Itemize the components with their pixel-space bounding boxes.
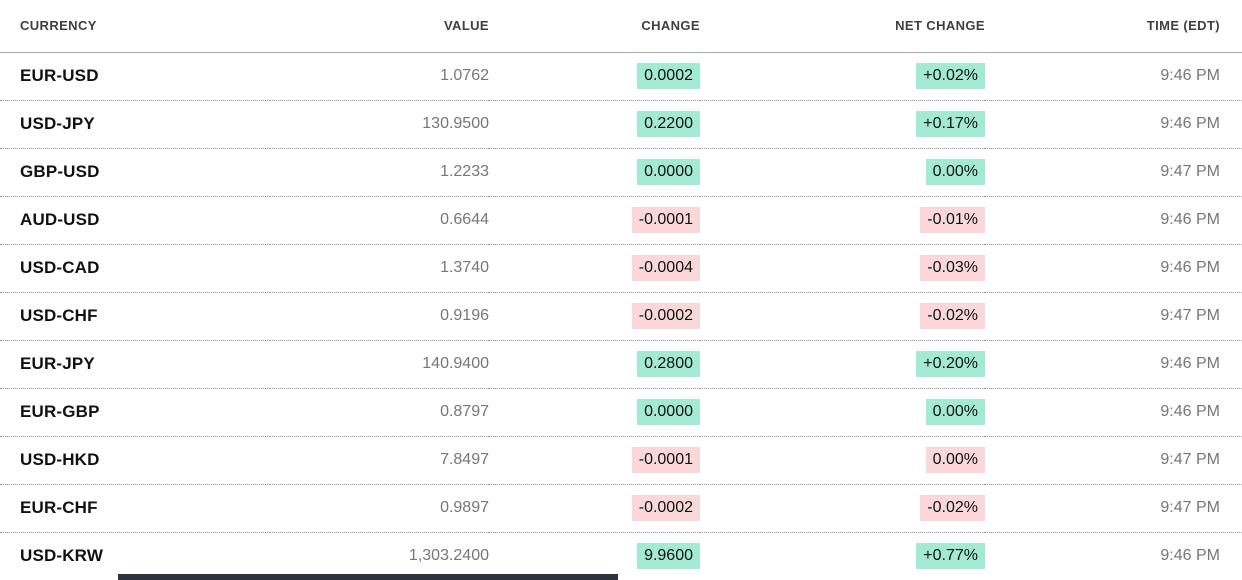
table-row: USD-CAD 1.3740 -0.0004 -0.03% 9:46 PM	[0, 244, 1242, 293]
change-cell: -0.0001	[489, 196, 700, 245]
table-row: EUR-GBP 0.8797 0.0000 0.00% 9:46 PM	[0, 388, 1242, 437]
value-cell: 0.9196	[270, 292, 489, 341]
currency-pair-link[interactable]: EUR-USD	[0, 52, 270, 101]
column-header-value: VALUE	[270, 0, 489, 53]
table-row: USD-CHF 0.9196 -0.0002 -0.02% 9:47 PM	[0, 292, 1242, 341]
currency-pair-link[interactable]: USD-CHF	[0, 292, 270, 341]
currency-pair-link[interactable]: EUR-JPY	[0, 340, 270, 389]
value-cell: 0.9897	[270, 484, 489, 533]
column-header-net-change: NET CHANGE	[700, 0, 985, 53]
currency-pair-link[interactable]: EUR-GBP	[0, 388, 270, 437]
value-cell: 0.8797	[270, 388, 489, 437]
currency-pair-link[interactable]: GBP-USD	[0, 148, 270, 197]
change-cell: 0.2200	[489, 100, 700, 149]
net-change-cell: +0.20%	[700, 340, 985, 389]
table-row: AUD-USD 0.6644 -0.0001 -0.01% 9:46 PM	[0, 196, 1242, 245]
time-cell: 9:47 PM	[985, 292, 1242, 341]
net-change-badge: -0.02%	[920, 494, 985, 522]
change-cell: 0.0000	[489, 148, 700, 197]
change-badge: 0.0000	[637, 158, 700, 186]
change-cell: 0.0002	[489, 52, 700, 101]
change-badge: 0.2800	[637, 350, 700, 378]
change-cell: -0.0002	[489, 292, 700, 341]
change-cell: 0.0000	[489, 388, 700, 437]
change-badge: 9.9600	[637, 542, 700, 570]
change-badge: -0.0002	[631, 494, 700, 522]
net-change-badge: +0.02%	[916, 62, 985, 90]
change-cell: -0.0002	[489, 484, 700, 533]
change-badge: -0.0001	[631, 446, 700, 474]
net-change-cell: +0.77%	[700, 532, 985, 580]
time-cell: 9:46 PM	[985, 244, 1242, 293]
currency-pair-link[interactable]: USD-HKD	[0, 436, 270, 485]
net-change-badge: 0.00%	[925, 446, 985, 474]
net-change-badge: -0.03%	[920, 254, 985, 282]
net-change-cell: -0.02%	[700, 292, 985, 341]
bottom-partial-element	[118, 574, 618, 580]
value-cell: 1.0762	[270, 52, 489, 101]
table-body: EUR-USD 1.0762 0.0002 +0.02% 9:46 PM USD…	[0, 52, 1242, 580]
net-change-badge: +0.77%	[916, 542, 985, 570]
net-change-cell: -0.02%	[700, 484, 985, 533]
value-cell: 0.6644	[270, 196, 489, 245]
change-badge: 0.2200	[637, 110, 700, 138]
table-row: USD-JPY 130.9500 0.2200 +0.17% 9:46 PM	[0, 100, 1242, 149]
net-change-badge: -0.02%	[920, 302, 985, 330]
value-cell: 130.9500	[270, 100, 489, 149]
table-header-row: CURRENCY VALUE CHANGE NET CHANGE TIME (E…	[0, 0, 1242, 53]
time-cell: 9:47 PM	[985, 436, 1242, 485]
net-change-cell: 0.00%	[700, 148, 985, 197]
change-cell: 9.9600	[489, 532, 700, 580]
time-cell: 9:47 PM	[985, 148, 1242, 197]
change-badge: -0.0002	[631, 302, 700, 330]
column-header-change: CHANGE	[489, 0, 700, 53]
time-cell: 9:46 PM	[985, 388, 1242, 437]
table-row: USD-KRW 1,303.2400 9.9600 +0.77% 9:46 PM	[0, 532, 1242, 580]
value-cell: 7.8497	[270, 436, 489, 485]
change-cell: 0.2800	[489, 340, 700, 389]
change-badge: 0.0000	[637, 398, 700, 426]
table-row: EUR-USD 1.0762 0.0002 +0.02% 9:46 PM	[0, 52, 1242, 101]
currency-pair-link[interactable]: EUR-CHF	[0, 484, 270, 533]
column-header-currency: CURRENCY	[0, 0, 270, 53]
net-change-badge: +0.20%	[916, 350, 985, 378]
change-badge: -0.0001	[631, 206, 700, 234]
currency-pair-link[interactable]: USD-KRW	[0, 532, 270, 580]
net-change-badge: 0.00%	[925, 398, 985, 426]
change-cell: -0.0001	[489, 436, 700, 485]
time-cell: 9:46 PM	[985, 196, 1242, 245]
time-cell: 9:47 PM	[985, 484, 1242, 533]
net-change-badge: +0.17%	[916, 110, 985, 138]
change-badge: 0.0002	[637, 62, 700, 90]
net-change-cell: 0.00%	[700, 436, 985, 485]
table-row: EUR-CHF 0.9897 -0.0002 -0.02% 9:47 PM	[0, 484, 1242, 533]
table-row: GBP-USD 1.2233 0.0000 0.00% 9:47 PM	[0, 148, 1242, 197]
value-cell: 1.2233	[270, 148, 489, 197]
net-change-cell: -0.01%	[700, 196, 985, 245]
net-change-cell: +0.17%	[700, 100, 985, 149]
value-cell: 1,303.2400	[270, 532, 489, 580]
net-change-badge: -0.01%	[920, 206, 985, 234]
column-header-time: TIME (EDT)	[985, 0, 1242, 53]
change-badge: -0.0004	[631, 254, 700, 282]
value-cell: 1.3740	[270, 244, 489, 293]
time-cell: 9:46 PM	[985, 52, 1242, 101]
time-cell: 9:46 PM	[985, 340, 1242, 389]
net-change-cell: 0.00%	[700, 388, 985, 437]
time-cell: 9:46 PM	[985, 532, 1242, 580]
table-row: USD-HKD 7.8497 -0.0001 0.00% 9:47 PM	[0, 436, 1242, 485]
time-cell: 9:46 PM	[985, 100, 1242, 149]
currency-pair-link[interactable]: AUD-USD	[0, 196, 270, 245]
change-cell: -0.0004	[489, 244, 700, 293]
net-change-badge: 0.00%	[925, 158, 985, 186]
net-change-cell: +0.02%	[700, 52, 985, 101]
currency-pair-link[interactable]: USD-JPY	[0, 100, 270, 149]
net-change-cell: -0.03%	[700, 244, 985, 293]
table-row: EUR-JPY 140.9400 0.2800 +0.20% 9:46 PM	[0, 340, 1242, 389]
value-cell: 140.9400	[270, 340, 489, 389]
currency-pair-link[interactable]: USD-CAD	[0, 244, 270, 293]
